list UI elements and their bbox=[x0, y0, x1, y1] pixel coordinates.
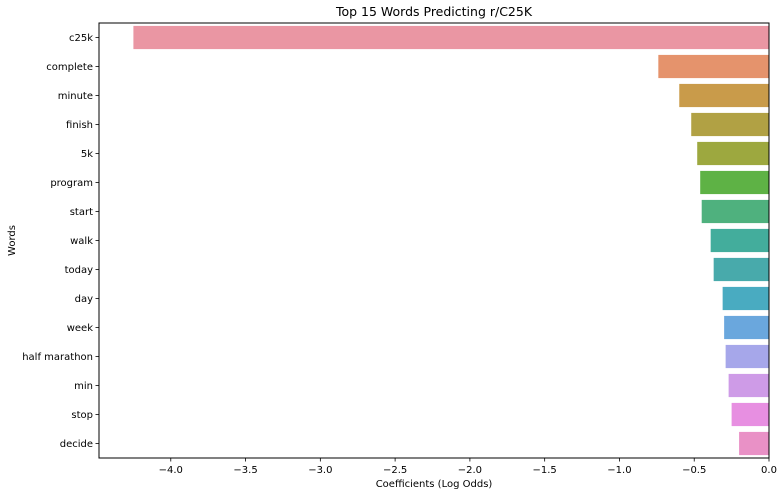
bar-half-marathon bbox=[725, 344, 769, 369]
y-tick-label: stop bbox=[71, 410, 93, 421]
bar-start bbox=[701, 199, 769, 224]
y-tick-label: decide bbox=[60, 439, 93, 450]
bar-finish bbox=[691, 112, 769, 137]
y-tick-label: min bbox=[74, 381, 93, 392]
y-tick-label: minute bbox=[58, 91, 93, 102]
bar-today bbox=[713, 257, 769, 282]
bar-walk bbox=[710, 228, 769, 253]
y-tick-label: start bbox=[70, 207, 93, 218]
x-tick-label: −3.5 bbox=[233, 465, 257, 476]
bar-minute bbox=[679, 83, 769, 108]
y-axis-ticks: c25k complete minute finish 5k program start wa… bbox=[22, 33, 99, 450]
x-axis-ticks: −4.0 −3.5 −3.0 −2.5 −2.0 −1.5 −1.0 −0.5 0.0 bbox=[159, 458, 777, 476]
y-tick-label: complete bbox=[46, 62, 93, 73]
y-tick-label: c25k bbox=[69, 33, 93, 44]
x-tick-label: −4.0 bbox=[159, 465, 183, 476]
x-tick-label: −1.5 bbox=[533, 465, 557, 476]
bars-group bbox=[133, 25, 769, 456]
bar-decide bbox=[739, 431, 769, 456]
bar-program bbox=[700, 170, 769, 195]
x-tick-label: −3.0 bbox=[308, 465, 332, 476]
y-tick-label: today bbox=[65, 265, 94, 276]
y-tick-label: day bbox=[75, 294, 93, 305]
y-axis-label: Words bbox=[7, 225, 18, 256]
x-tick-label: −0.5 bbox=[682, 465, 706, 476]
y-tick-label: walk bbox=[70, 236, 93, 247]
y-tick-label: program bbox=[50, 178, 93, 189]
bar-complete bbox=[658, 54, 769, 79]
y-tick-label: finish bbox=[66, 120, 93, 131]
bar-min bbox=[728, 373, 769, 398]
bar-c25k bbox=[133, 25, 769, 50]
x-tick-label: −2.0 bbox=[458, 465, 482, 476]
bar-week bbox=[724, 315, 769, 340]
chart-title: Top 15 Words Predicting r/C25K bbox=[335, 4, 533, 19]
y-tick-label: week bbox=[67, 323, 93, 334]
bar-5k bbox=[697, 141, 769, 166]
bar-stop bbox=[731, 402, 769, 427]
y-tick-label: half marathon bbox=[22, 352, 93, 363]
x-tick-label: −2.5 bbox=[383, 465, 407, 476]
bar-day bbox=[722, 286, 769, 311]
axes-frame bbox=[98, 22, 770, 459]
y-tick-label: 5k bbox=[81, 149, 93, 160]
x-tick-label: 0.0 bbox=[761, 465, 777, 476]
x-axis-label: Coefficients (Log Odds) bbox=[376, 479, 493, 490]
x-tick-label: −1.0 bbox=[607, 465, 631, 476]
